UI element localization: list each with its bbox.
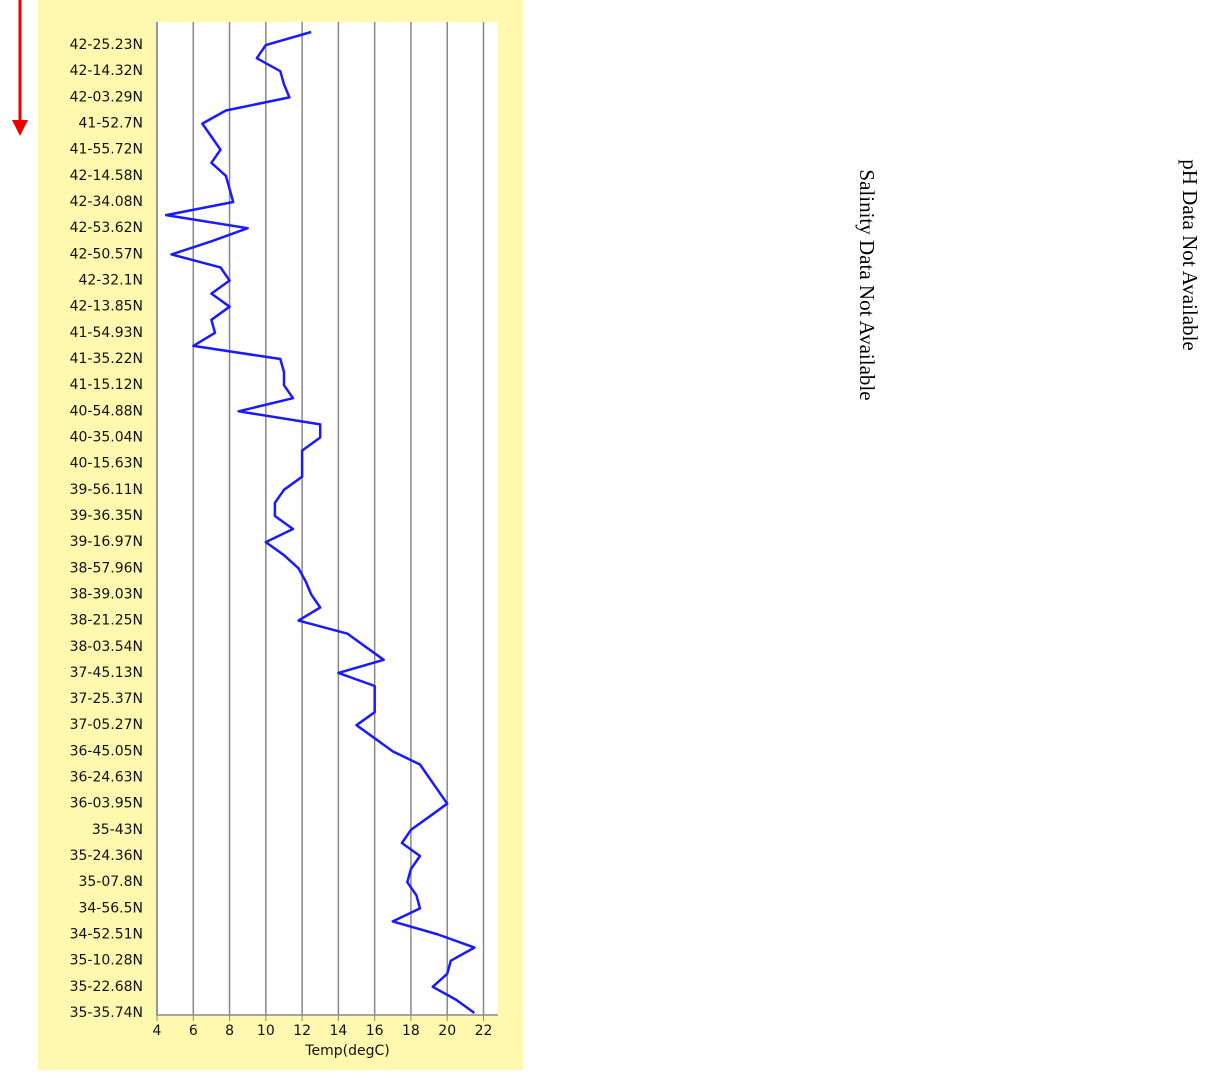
y-tick-label: 36-45.05N xyxy=(70,743,143,759)
y-tick-label: 42-53.62N xyxy=(70,220,143,236)
x-tick-label: 10 xyxy=(257,1023,275,1039)
x-tick-label: 20 xyxy=(438,1023,456,1039)
x-tick-label: 18 xyxy=(402,1023,420,1039)
y-tick-label: 40-15.63N xyxy=(70,456,143,472)
x-axis-title: Temp(degC) xyxy=(304,1043,389,1059)
y-tick-label: 40-54.88N xyxy=(70,403,143,419)
y-tick-label: 41-55.72N xyxy=(70,142,143,158)
y-tick-label: 42-25.23N xyxy=(70,37,143,53)
y-tick-label: 35-35.74N xyxy=(70,1005,143,1021)
y-tick-label: 34-52.51N xyxy=(70,927,143,943)
y-tick-label: 39-56.11N xyxy=(70,482,143,498)
y-tick-label: 38-39.03N xyxy=(70,586,143,602)
y-tick-label: 39-36.35N xyxy=(70,508,143,524)
ph-note: pH Data Not Available xyxy=(1178,159,1202,350)
y-tick-label: 42-14.32N xyxy=(70,63,143,79)
y-tick-label: 42-14.58N xyxy=(70,168,143,184)
y-tick-label: 35-10.28N xyxy=(70,953,143,969)
y-tick-label: 37-25.37N xyxy=(70,691,143,707)
y-tick-label: 42-34.08N xyxy=(70,194,143,210)
x-tick-label: 14 xyxy=(329,1023,347,1039)
y-tick-label: 41-35.22N xyxy=(70,351,143,367)
plot-area xyxy=(157,22,498,1015)
y-tick-label: 42-50.57N xyxy=(70,246,143,262)
y-tick-label: 41-15.12N xyxy=(70,377,143,393)
arrow-head xyxy=(12,120,28,136)
y-tick-label: 42-03.29N xyxy=(70,89,143,105)
y-tick-label: 39-16.97N xyxy=(70,534,143,550)
temp-line xyxy=(164,30,476,1015)
y-tick-label: 40-35.04N xyxy=(70,429,143,445)
x-tick-label: 22 xyxy=(475,1023,493,1039)
y-tick-label: 34-56.5N xyxy=(78,900,143,916)
x-tick-label: 6 xyxy=(189,1023,198,1039)
y-tick-label: 35-24.36N xyxy=(70,848,143,864)
y-tick-label: 36-03.95N xyxy=(70,796,143,812)
salinity-note: Salinity Data Not Available xyxy=(855,169,879,400)
y-tick-label: 37-05.27N xyxy=(70,717,143,733)
y-tick-label: 38-57.96N xyxy=(70,560,143,576)
x-tick-label: 12 xyxy=(293,1023,311,1039)
y-tick-label: 42-32.1N xyxy=(78,273,143,289)
y-tick-label: 38-21.25N xyxy=(70,613,143,629)
y-tick-label: 41-54.93N xyxy=(70,325,143,341)
y-tick-label: 35-07.8N xyxy=(78,874,143,890)
x-tick-label: 8 xyxy=(225,1023,234,1039)
y-tick-label: 35-22.68N xyxy=(70,979,143,995)
y-tick-label: 38-03.54N xyxy=(70,639,143,655)
y-tick-label: 41-52.7N xyxy=(78,116,143,132)
x-tick-label: 4 xyxy=(153,1023,162,1039)
x-tick-label: 16 xyxy=(366,1023,384,1039)
y-tick-label: 36-24.63N xyxy=(70,770,143,786)
y-tick-label: 37-45.13N xyxy=(70,665,143,681)
y-tick-label: 42-13.85N xyxy=(70,299,143,315)
y-tick-label: 35-43N xyxy=(92,822,143,838)
